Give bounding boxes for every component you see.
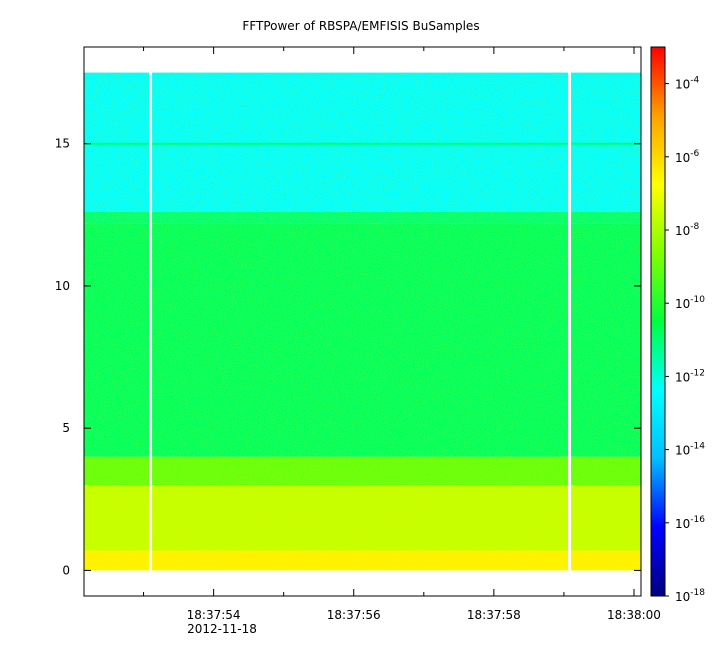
x-date-label: 2012-11-18 xyxy=(187,622,257,636)
heatmap-noise-texture xyxy=(84,72,641,571)
data-gap-0 xyxy=(149,71,153,572)
colorbar-tick-label: 10-4 xyxy=(675,76,700,92)
y-tick-label: 5 xyxy=(62,421,70,435)
colorbar: 10-4 10-6 10-8 10-10 10-12 10-14 10-16 10-18 xyxy=(650,46,705,604)
y-tick-label: 0 xyxy=(62,563,70,577)
x-tick-label: 18:37:56 xyxy=(327,608,381,622)
data-gap-1 xyxy=(568,71,572,572)
colorbar-tick-label: 10-12 xyxy=(675,368,705,384)
x-axis: 18:37:54 18:37:56 18:37:58 18:38:00 xyxy=(143,47,661,622)
colorbar-tick-label: 10-16 xyxy=(675,515,705,531)
colorbar-tick-label: 10-6 xyxy=(675,149,700,165)
x-tick-label: 18:37:54 xyxy=(187,608,241,622)
colorbar-tick-label: 10-8 xyxy=(675,222,700,238)
colorbar-tick-label: 10-10 xyxy=(675,295,705,311)
y-tick-label: 15 xyxy=(55,137,70,151)
colorbar-tick-label: 10-14 xyxy=(675,442,705,458)
x-tick-label: 18:38:00 xyxy=(607,608,661,622)
colorbar-bar xyxy=(650,46,666,597)
chart-title: FFTPower of RBSPA/EMFISIS BuSamples xyxy=(242,19,479,33)
x-tick-label: 18:37:58 xyxy=(467,608,521,622)
plot-area xyxy=(83,46,642,597)
y-axis: 0 5 10 15 xyxy=(55,137,641,577)
colorbar-tick-label: 10-18 xyxy=(675,588,705,604)
y-tick-label: 10 xyxy=(55,279,70,293)
plot-frame xyxy=(83,46,642,597)
